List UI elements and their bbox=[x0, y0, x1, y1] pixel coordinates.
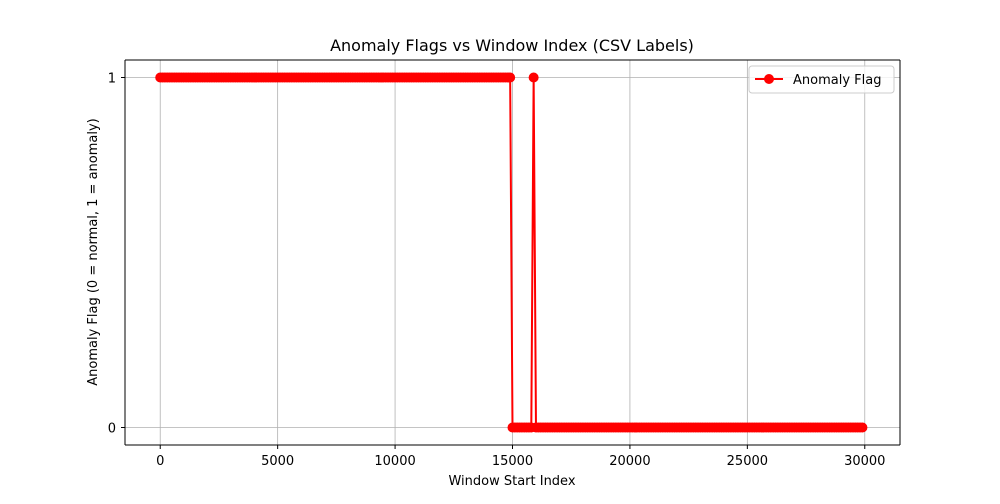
x-tick-label: 30000 bbox=[844, 454, 885, 469]
x-tick-label: 15000 bbox=[492, 454, 533, 469]
y-axis-label: Anomaly Flag (0 = normal, 1 = anomaly) bbox=[86, 118, 101, 386]
x-tick-label: 25000 bbox=[727, 454, 768, 469]
y-tick-label: 1 bbox=[108, 72, 116, 87]
legend-label: Anomaly Flag bbox=[793, 73, 881, 88]
data-point bbox=[857, 422, 868, 433]
data-point bbox=[528, 72, 539, 83]
x-tick-label: 0 bbox=[156, 454, 164, 469]
x-tick-label: 20000 bbox=[609, 454, 650, 469]
series-layer bbox=[155, 72, 868, 433]
data-point bbox=[505, 72, 516, 83]
x-tick-label: 10000 bbox=[374, 454, 415, 469]
y-tick-label: 0 bbox=[108, 422, 116, 437]
axes-spines bbox=[124, 59, 901, 446]
legend-box bbox=[748, 65, 895, 94]
x-tick-label: 5000 bbox=[261, 454, 294, 469]
legend-circle-marker bbox=[764, 74, 774, 84]
legend: Anomaly Flag bbox=[748, 65, 895, 94]
chart-title: Anomaly Flags vs Window Index (CSV Label… bbox=[330, 36, 694, 55]
x-axis-label: Window Start Index bbox=[448, 474, 575, 489]
y-axis-ticks: 01 bbox=[108, 72, 125, 437]
x-axis-ticks: 0 5000 10000 15000 20000 25000 30000 bbox=[156, 445, 885, 469]
